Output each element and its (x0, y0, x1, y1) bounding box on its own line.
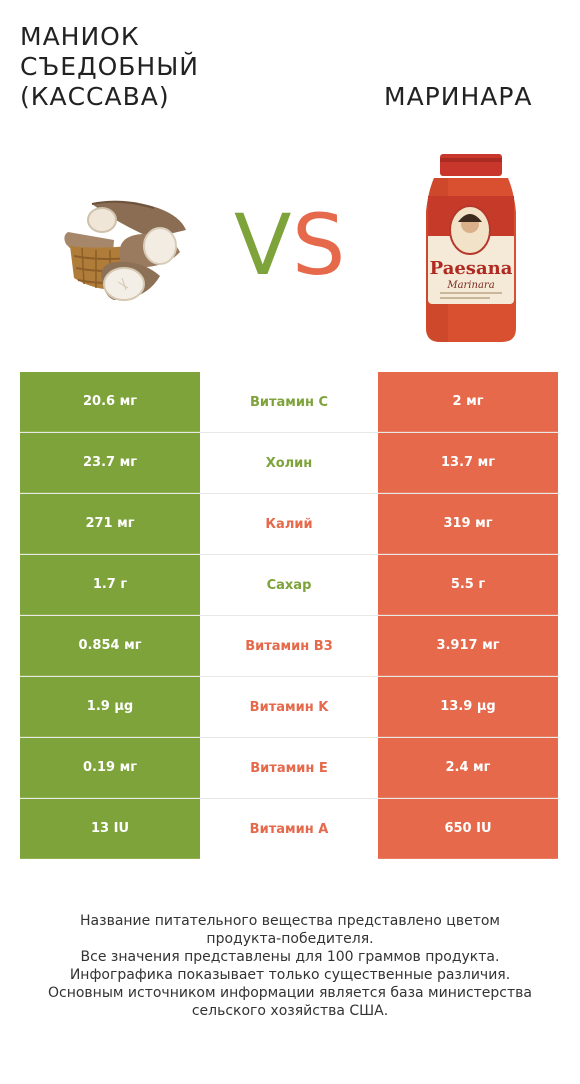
nutrient-name-cell: Витамин A (200, 799, 378, 859)
footer-line: Название питательного вещества представл… (80, 913, 500, 929)
vs-v-letter: V (234, 196, 291, 286)
left-value-cell: 1.9 µg (20, 677, 200, 737)
right-value-cell: 2.4 мг (378, 738, 558, 798)
jar-brand-text: Paesana (430, 258, 513, 279)
table-row: 0.19 мг Витамин E 2.4 мг (20, 738, 558, 799)
right-value-cell: 650 IU (378, 799, 558, 859)
marinara-jar-image: Paesana Marinara (426, 154, 516, 342)
left-value-cell: 13 IU (20, 799, 200, 859)
footer-note: Название питательного вещества представл… (20, 912, 560, 1020)
table-row: 1.7 г Сахар 5.5 г (20, 555, 558, 616)
nutrient-name-cell: Витамин E (200, 738, 378, 798)
right-value-cell: 3.917 мг (378, 616, 558, 676)
right-product-title: МАРИНАРА (384, 82, 533, 111)
footer-line: сельского хозяйства США. (191, 1003, 389, 1019)
nutrient-name-cell: Витамин K (200, 677, 378, 737)
footer-line: Инфографика показывает только существенн… (69, 967, 511, 983)
vs-graphic: V S (234, 196, 345, 286)
left-product-title: МАНИОК СЪЕДОБНЫЙ (КАССАВА) (20, 22, 199, 111)
table-row: 13 IU Витамин A 650 IU (20, 799, 558, 859)
left-value-cell: 271 мг (20, 494, 200, 554)
nutrient-name-cell: Витамин B3 (200, 616, 378, 676)
left-value-cell: 23.7 мг (20, 433, 200, 493)
vs-s-letter: S (292, 196, 345, 286)
table-row: 23.7 мг Холин 13.7 мг (20, 433, 558, 494)
footer-line: продукта-победителя. (206, 931, 374, 947)
table-row: 271 мг Калий 319 мг (20, 494, 558, 555)
left-value-cell: 1.7 г (20, 555, 200, 615)
footer-line: Все значения представлены для 100 граммо… (80, 949, 500, 965)
jar-sub-text: Marinara (446, 280, 494, 291)
right-value-cell: 2 мг (378, 372, 558, 432)
left-value-cell: 0.854 мг (20, 616, 200, 676)
nutrient-name-cell: Калий (200, 494, 378, 554)
left-value-cell: 0.19 мг (20, 738, 200, 798)
nutrient-name-cell: Витамин C (200, 372, 378, 432)
right-value-cell: 13.9 µg (378, 677, 558, 737)
cassava-image (64, 200, 186, 301)
nutrient-name-cell: Холин (200, 433, 378, 493)
table-row: 0.854 мг Витамин B3 3.917 мг (20, 616, 558, 677)
left-value-cell: 20.6 мг (20, 372, 200, 432)
right-value-cell: 5.5 г (378, 555, 558, 615)
table-row: 1.9 µg Витамин K 13.9 µg (20, 677, 558, 738)
footer-line: Основным источником информации является … (48, 985, 532, 1001)
right-value-cell: 13.7 мг (378, 433, 558, 493)
right-value-cell: 319 мг (378, 494, 558, 554)
nutrient-name-cell: Сахар (200, 555, 378, 615)
